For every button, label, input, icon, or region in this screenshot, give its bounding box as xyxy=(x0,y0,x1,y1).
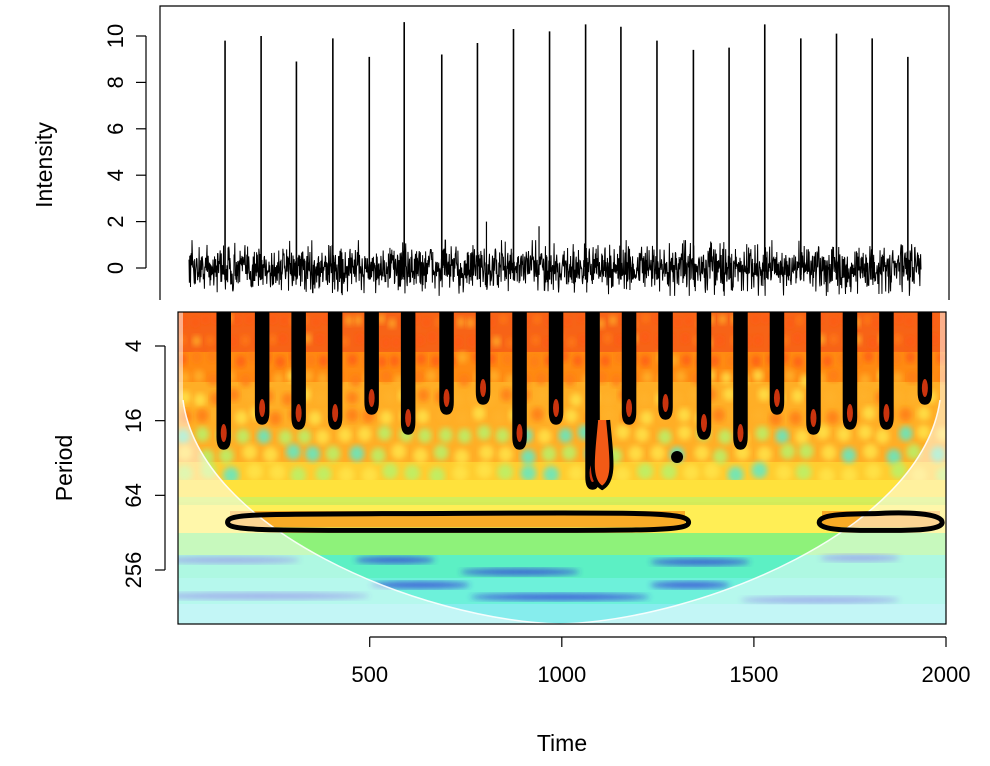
period-y-tick-label: 16 xyxy=(121,408,146,432)
significance-finger xyxy=(216,312,231,450)
significance-finger xyxy=(733,312,748,450)
time-x-axis: 500 1000 1500 2000 xyxy=(351,636,971,687)
intensity-y-tick-label: 4 xyxy=(103,169,128,181)
significance-finger xyxy=(806,312,821,435)
significance-finger xyxy=(879,312,894,430)
period-y-tick-label: 4 xyxy=(121,340,146,352)
intensity-y-tick-label: 0 xyxy=(103,262,128,274)
intensity-y-axis: 0 2 4 6 8 10 xyxy=(103,24,147,274)
intensity-y-tick-label: 10 xyxy=(103,24,128,48)
significance-blob xyxy=(671,451,684,463)
significance-finger xyxy=(439,312,454,415)
period-y-axis: 4 16 64 256 xyxy=(121,340,166,589)
significance-finger xyxy=(621,312,637,425)
period-axis-label: Period xyxy=(51,435,77,501)
period-y-tick-label: 64 xyxy=(121,483,146,507)
significance-band-contour xyxy=(225,510,692,533)
significance-band-contour xyxy=(816,510,945,533)
period-y-tick-label: 256 xyxy=(121,552,146,589)
time-x-tick-label: 500 xyxy=(351,662,388,687)
period-plot-frame xyxy=(177,311,947,625)
significance-contours xyxy=(216,312,945,533)
time-axis-label: Time xyxy=(537,730,587,756)
intensity-panel: 0 2 4 6 8 10 Intensity xyxy=(31,5,950,300)
intensity-y-tick-label: 6 xyxy=(103,123,128,135)
significance-finger xyxy=(917,312,933,405)
period-panel: 4 16 64 256 500 1000 1500 2000 Period Time xyxy=(51,311,971,756)
intensity-frame xyxy=(159,5,950,300)
significance-finger xyxy=(254,312,270,425)
intensity-noise-series xyxy=(188,239,922,296)
intensity-y-tick-label: 2 xyxy=(103,215,128,227)
significance-finger xyxy=(364,312,379,415)
significance-finger xyxy=(548,312,564,425)
significance-finger xyxy=(769,312,785,415)
significance-finger-long xyxy=(590,419,614,491)
significance-finger xyxy=(291,312,306,430)
significance-finger xyxy=(327,312,343,430)
cone-of-influence xyxy=(178,312,946,624)
time-x-tick-label: 2000 xyxy=(922,662,971,687)
intensity-spikes xyxy=(224,22,909,280)
power-heatmap xyxy=(178,312,946,624)
significance-finger xyxy=(842,312,858,430)
significance-finger xyxy=(658,312,673,420)
time-x-tick-label: 1000 xyxy=(537,662,586,687)
significance-finger xyxy=(400,312,416,435)
intensity-y-tick-label: 8 xyxy=(103,76,128,88)
significance-finger xyxy=(696,312,712,440)
significance-finger xyxy=(512,312,527,450)
significance-finger xyxy=(475,312,491,405)
time-x-tick-label: 1500 xyxy=(729,662,778,687)
intensity-axis-label: Intensity xyxy=(31,122,57,208)
